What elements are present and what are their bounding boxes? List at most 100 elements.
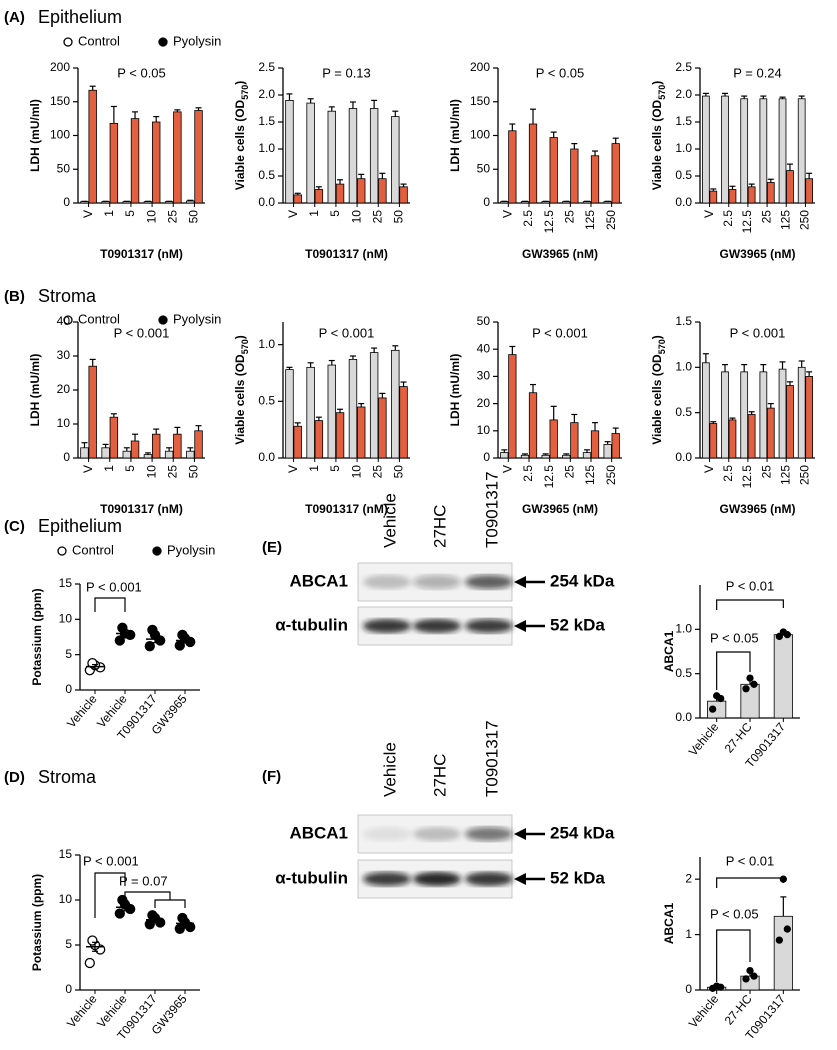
legend-marker [158, 37, 168, 47]
x-tick-label: 25 [370, 465, 384, 479]
y-tick-label: 100 [50, 128, 70, 142]
x-tick-label: 1 [102, 465, 116, 472]
data-point [713, 692, 721, 700]
legend-marker [57, 546, 67, 556]
y-axis-title-part: 570 [657, 339, 667, 354]
x-tick-label: 50 [392, 465, 406, 479]
bar [194, 430, 203, 459]
bar [747, 186, 756, 204]
bar [611, 143, 620, 204]
y-tick-label: 40 [57, 314, 71, 328]
legend-label: Control [78, 311, 120, 326]
annotation: P < 0.001 [730, 325, 786, 340]
y-tick-label: 1.5 [675, 114, 692, 128]
x-tick-label: 25 [370, 210, 384, 224]
y-tick-label: 40 [477, 341, 491, 355]
legend-marker [63, 37, 73, 47]
blot-row-label: ABCA1 [289, 571, 348, 590]
bar [590, 430, 600, 459]
band-size: 52 kDa [550, 868, 605, 887]
x-tick-label: V [286, 210, 300, 218]
blot-band [465, 872, 513, 886]
y-tick-label: 0 [63, 195, 70, 209]
annotation: P < 0.001 [83, 853, 139, 868]
y-tick-label: 10 [59, 892, 73, 906]
data-point [147, 624, 158, 636]
x-axis-title: GW3965 (nM) [719, 247, 795, 261]
x-tick-label: 5 [328, 210, 342, 217]
blot-row-label: α-tubulin [275, 868, 348, 887]
y-tick-label: 10 [57, 416, 71, 430]
bar [88, 89, 97, 204]
y-tick-label: 1 [685, 927, 692, 941]
blot-band [465, 619, 513, 633]
x-tick-label: Vehicle [64, 992, 100, 1031]
blot-band [465, 827, 513, 841]
y-axis-title-part: Viable cells (OD [650, 99, 664, 190]
x-tick-label: 2.5 [521, 465, 535, 482]
y-tick-label: 0 [63, 450, 70, 464]
y-axis-title: ABCA1 [662, 903, 676, 945]
bar [391, 349, 400, 459]
bar [797, 366, 806, 459]
x-tick-label: V [286, 465, 300, 473]
annotation: P = 0.24 [733, 65, 782, 80]
x-tick-label: 12.5 [740, 465, 754, 489]
legend-label: Control [78, 33, 120, 48]
y-tick-label: 50 [57, 161, 71, 175]
bar [709, 190, 718, 204]
bar [549, 137, 558, 204]
bar [369, 352, 379, 459]
bar [356, 406, 366, 459]
bar [582, 452, 592, 459]
x-tick-label: 125 [583, 465, 597, 485]
data-point [779, 628, 787, 636]
band-size: 254 kDa [550, 823, 615, 842]
x-tick-label: 125 [778, 465, 792, 485]
bar [88, 365, 97, 459]
bar [740, 98, 749, 204]
blot-band [465, 575, 513, 589]
bar [109, 416, 119, 459]
chart: 0 10 20 30 40 LDH (mU/ml) V 1 5 10 25 50 T0901317 (n… [28, 314, 205, 516]
y-tick-label: 1.5 [258, 114, 275, 128]
y-axis-title-part: ) [233, 81, 247, 85]
bar [590, 155, 600, 204]
data-point [742, 685, 750, 693]
data-point [117, 894, 128, 906]
arrow-head [514, 620, 526, 632]
x-tick-label: 2.5 [721, 210, 735, 227]
bar [740, 371, 749, 459]
x-tick-label: V [501, 210, 515, 218]
y-tick-label: 150 [50, 94, 70, 108]
x-tick-label: 25 [165, 210, 179, 224]
y-axis-title-part: Viable cells (OD [233, 354, 247, 445]
y-tick-label: 200 [470, 60, 490, 74]
significance-bracket [94, 597, 126, 612]
x-tick-label: 2.5 [721, 465, 735, 482]
x-axis-title: T0901317 (nM) [100, 502, 183, 516]
significance-bracket [716, 651, 751, 690]
y-tick-label: 30 [57, 348, 71, 362]
bar [773, 634, 793, 719]
bar [378, 397, 387, 459]
blot-band [363, 827, 411, 841]
y-tick-label: 50 [477, 314, 491, 328]
bar [348, 358, 358, 459]
x-tick-label: 50 [187, 465, 201, 479]
data-point [750, 680, 758, 688]
bar [786, 385, 794, 459]
annotation: P < 0.001 [86, 579, 142, 594]
x-tick-label: 2.5 [521, 210, 535, 227]
bar [702, 362, 710, 459]
bar [194, 110, 203, 204]
bar [151, 433, 161, 459]
x-tick-label: 25 [563, 465, 577, 479]
x-tick-label: 1 [307, 210, 321, 217]
blot-band [413, 575, 461, 589]
x-tick-label: 10 [144, 465, 158, 479]
x-axis-title: T0901317 (nM) [100, 247, 183, 261]
